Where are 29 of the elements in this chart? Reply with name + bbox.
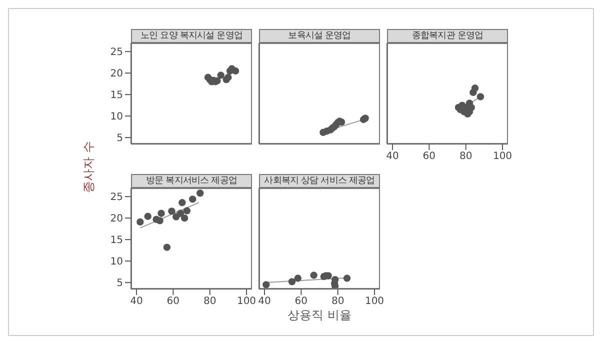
x-tick-label: 40 [258, 296, 271, 308]
x-tick-label: 100 [364, 296, 384, 308]
y-axis-title: 종사자 수 [80, 141, 96, 193]
chart-title: 보육시설 운영업 [259, 29, 380, 43]
y-tick-label: 5 [116, 133, 123, 144]
x-tick-label: 80 [203, 296, 216, 308]
y-tick-label: 20 [110, 214, 123, 225]
y-tick-label: 25 [110, 47, 123, 58]
chart-title: 방문 복지서비스 제공업 [131, 174, 252, 188]
y-tick-label: 25 [110, 192, 123, 204]
y-tick-label: 20 [110, 68, 123, 80]
chart-title: 종합복지관 운영업 [387, 29, 508, 43]
y-tick-label: 10 [110, 256, 123, 268]
x-tick-label: 80 [331, 296, 344, 308]
y-tick-label: 10 [110, 112, 123, 123]
x-tick-label: 60 [422, 151, 436, 162]
y-tick-label: 15 [110, 90, 123, 102]
x-tick-label: 80 [459, 151, 472, 162]
x-tick-label: 60 [166, 296, 180, 308]
x-tick-label: 60 [294, 296, 308, 308]
x-tick-label: 100 [492, 151, 512, 162]
y-tick-label: 15 [110, 235, 123, 246]
x-tick-label: 40 [130, 296, 143, 308]
chart-title: 사회복지 상담 서비스 제공업 [259, 174, 380, 188]
y-tick-label: 5 [116, 278, 123, 290]
x-tick-label: 100 [236, 296, 256, 308]
chart-title: 노인 요양 복지시설 운영업 [131, 29, 252, 43]
x-tick-label: 40 [386, 151, 399, 162]
x-axis-title: 상용직 비율 [286, 307, 352, 324]
